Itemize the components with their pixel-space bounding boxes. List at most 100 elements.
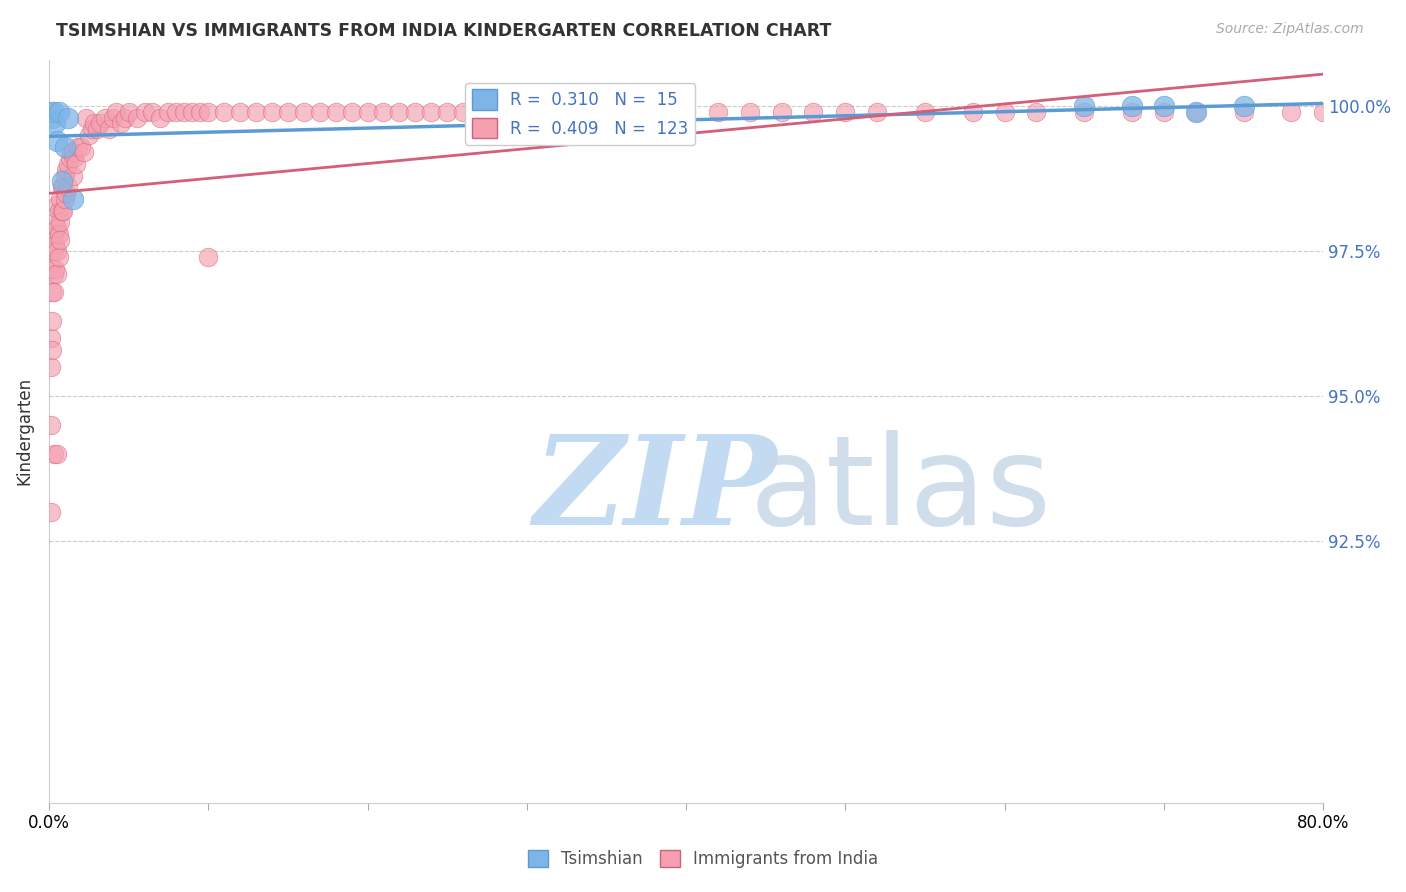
Point [41, 261, 63, 276]
Point [42, 244, 65, 259]
Point [356, 104, 378, 119]
Point [260, 104, 283, 119]
Point [1232, 104, 1254, 119]
Point [63, 151, 86, 165]
Point [41, 111, 63, 125]
Point [77, 128, 100, 142]
Legend: R =  0.310   N =  15, R =  0.409   N =  123: R = 0.310 N = 15, R = 0.409 N = 123 [465, 83, 695, 145]
Point [834, 104, 856, 119]
Point [165, 104, 187, 119]
Point [325, 104, 347, 119]
Point [51, 203, 73, 218]
Point [39, 360, 62, 375]
Point [707, 104, 730, 119]
Point [53, 192, 76, 206]
Point [1312, 104, 1334, 119]
Point [388, 104, 411, 119]
Point [595, 104, 617, 119]
Point [59, 151, 82, 165]
Point [41, 343, 63, 357]
Point [659, 104, 682, 119]
Point [56, 180, 79, 194]
Point [627, 104, 650, 119]
Point [104, 104, 127, 119]
Point [547, 104, 569, 119]
Point [277, 104, 299, 119]
Point [436, 104, 458, 119]
Point [1153, 99, 1175, 113]
Point [914, 104, 936, 119]
Point [44, 261, 66, 276]
Point [41, 285, 63, 299]
Point [41, 314, 63, 328]
Point [52, 203, 75, 218]
Point [42, 285, 65, 299]
Point [1073, 104, 1095, 119]
Point [39, 505, 62, 519]
Point [499, 104, 522, 119]
Point [86, 122, 108, 136]
Point [62, 192, 84, 206]
Point [65, 157, 87, 171]
Point [994, 104, 1017, 119]
Point [612, 104, 634, 119]
Point [55, 162, 77, 177]
Point [45, 198, 67, 212]
Point [117, 104, 139, 119]
Point [1184, 104, 1206, 119]
Point [48, 104, 70, 119]
Point [55, 186, 77, 200]
Point [52, 180, 75, 194]
Point [643, 104, 665, 119]
Point [212, 104, 235, 119]
Point [866, 104, 889, 119]
Point [1375, 104, 1398, 119]
Point [1121, 99, 1143, 113]
Y-axis label: Kindergarten: Kindergarten [15, 377, 32, 485]
Point [45, 268, 67, 282]
Point [962, 104, 984, 119]
Point [93, 111, 115, 125]
Point [62, 145, 84, 160]
Point [83, 116, 105, 130]
Point [42, 227, 65, 241]
Point [42, 447, 65, 461]
Point [675, 104, 697, 119]
Point [373, 104, 395, 119]
Point [1279, 104, 1302, 119]
Point [114, 111, 136, 125]
Point [484, 104, 506, 119]
Point [197, 104, 219, 119]
Point [197, 250, 219, 264]
Point [125, 111, 148, 125]
Point [56, 157, 79, 171]
Point [42, 104, 65, 119]
Text: TSIMSHIAN VS IMMIGRANTS FROM INDIA KINDERGARTEN CORRELATION CHART: TSIMSHIAN VS IMMIGRANTS FROM INDIA KINDE… [56, 22, 831, 40]
Point [101, 111, 124, 125]
Point [564, 104, 586, 119]
Point [49, 233, 72, 247]
Point [39, 104, 62, 119]
Point [1121, 104, 1143, 119]
Point [245, 104, 267, 119]
Point [770, 104, 793, 119]
Point [44, 116, 66, 130]
Point [56, 111, 79, 125]
Point [181, 104, 204, 119]
Point [53, 169, 76, 183]
Point [531, 104, 554, 119]
Point [45, 447, 67, 461]
Point [48, 203, 70, 218]
Point [49, 215, 72, 229]
Point [134, 104, 156, 119]
Point [44, 215, 66, 229]
Point [420, 104, 443, 119]
Point [292, 104, 315, 119]
Point [75, 111, 97, 125]
Point [188, 104, 211, 119]
Legend: Tsimshian, Immigrants from India: Tsimshian, Immigrants from India [522, 843, 884, 875]
Text: Source: ZipAtlas.com: Source: ZipAtlas.com [1216, 22, 1364, 37]
Point [51, 180, 73, 194]
Point [229, 104, 252, 119]
Point [49, 192, 72, 206]
